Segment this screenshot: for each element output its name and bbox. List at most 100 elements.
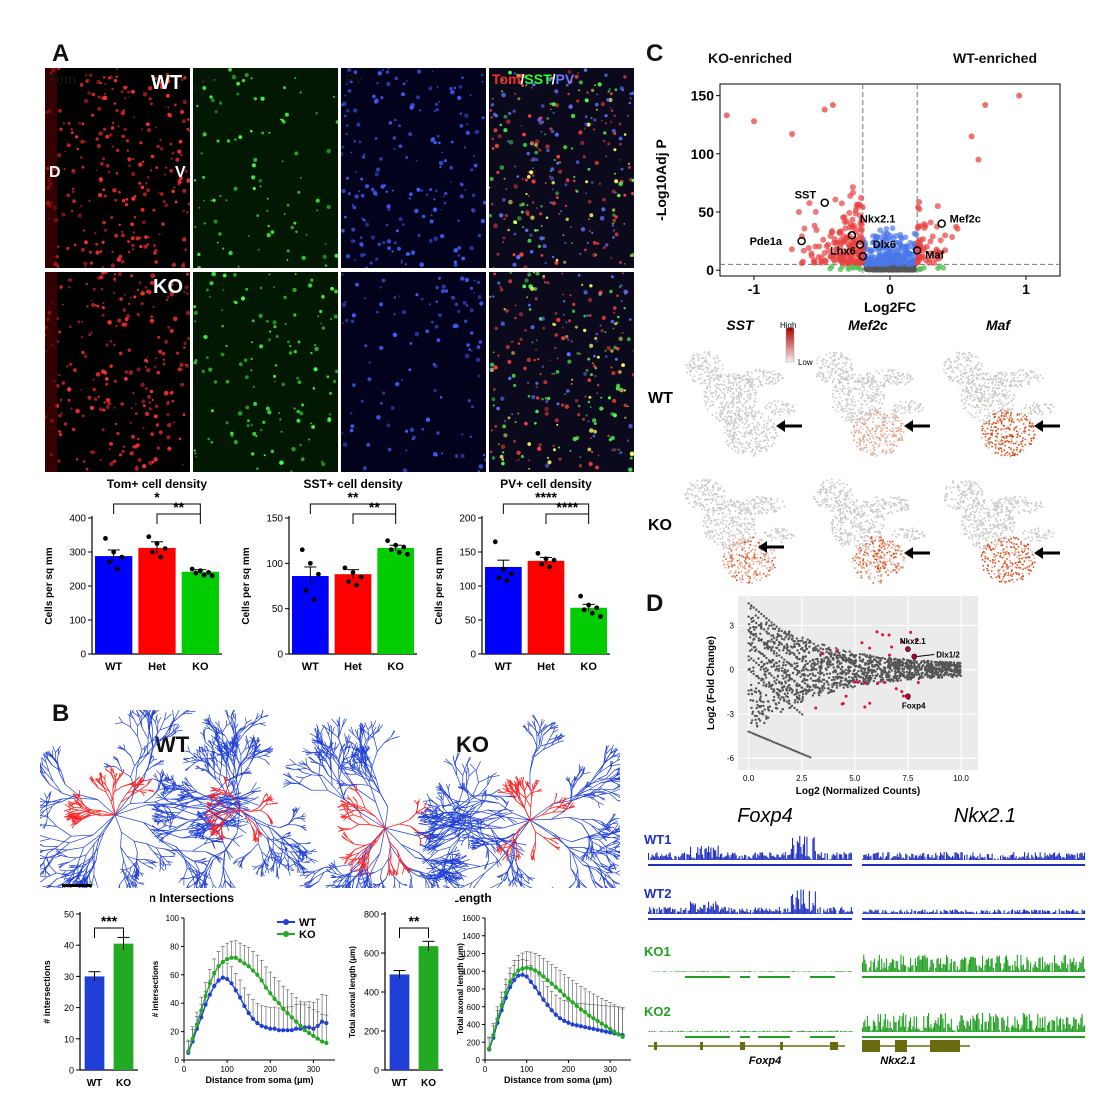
series-point [520, 972, 525, 977]
header-ko-enriched: KO-enriched [708, 50, 793, 66]
legend-marker [283, 919, 289, 925]
micro-ko-pv-image [341, 272, 486, 472]
series-point [620, 1034, 625, 1040]
y-tick-label: 200 [459, 514, 476, 525]
y-tick-label: 20 [170, 1028, 179, 1037]
legend-label: KO [299, 929, 316, 941]
data-point [509, 571, 514, 577]
series-point [190, 1036, 195, 1041]
data-point [539, 561, 544, 567]
label-wt: WT [151, 72, 183, 94]
exon [700, 1042, 703, 1050]
significance-label: ** [173, 499, 184, 515]
series-point [566, 996, 571, 1001]
series-point [553, 985, 559, 990]
micro-ko-sst-image [193, 272, 338, 472]
y-tick-label: 50 [64, 910, 74, 920]
data-point [354, 582, 360, 588]
panel-label-b: B [52, 700, 70, 727]
series-point [203, 1002, 208, 1007]
data-point [581, 607, 587, 613]
significance-label: * [154, 489, 160, 505]
series-point [595, 1027, 600, 1032]
neuron-group [40, 710, 620, 888]
x-tick-label: 200 [562, 1065, 576, 1074]
chart-sholl-intersections: Axon Intersections 0 20 40 60 80 100 0 100 200 300… [150, 891, 335, 1085]
umap-arrowhead [758, 541, 767, 553]
series-point [186, 1049, 191, 1054]
x-axis-label: Log2 (Normalized Counts) [796, 786, 920, 797]
scale-high-label: High [780, 321, 796, 330]
series-point [562, 1018, 567, 1024]
data-point [492, 539, 498, 545]
series-point [229, 955, 234, 960]
series-point [553, 1012, 559, 1017]
label-sst: SST [197, 71, 225, 87]
series-point [229, 981, 234, 986]
series-point [220, 959, 225, 965]
gene-marker [847, 231, 857, 240]
data-point [299, 547, 305, 553]
umap-arrowhead [776, 420, 785, 432]
volcano-plot: 0 50 100 150 -1 0 1 Log2FC -Log10Adj P SST Nkx2.1 D… [653, 83, 1061, 315]
track-label: KO2 [644, 1004, 671, 1019]
umap-row-label: KO [648, 517, 672, 534]
series-point [233, 988, 238, 993]
ma-points [747, 602, 963, 759]
series-point [225, 957, 230, 962]
y-tick-label: 200 [69, 582, 86, 593]
series-point [583, 1025, 588, 1030]
significance-label: **** [556, 499, 578, 515]
x-axis-label: Log2FC [864, 299, 916, 315]
series-point [562, 993, 567, 998]
bar [484, 566, 522, 654]
y-tick-label: 400 [364, 988, 379, 998]
significance-label: ** [369, 499, 380, 515]
series-point [587, 1013, 592, 1018]
data-point [346, 579, 351, 584]
micro-wt-sst-image [193, 68, 338, 268]
exon [740, 1042, 745, 1050]
data-point [586, 602, 592, 608]
series-point [608, 1026, 613, 1032]
series-point [315, 1036, 320, 1041]
series-point [307, 1030, 312, 1036]
series-point [298, 1023, 303, 1029]
label-merge-tom: Tom [492, 71, 521, 87]
series-point [507, 979, 513, 984]
series-point [289, 1028, 294, 1033]
series-point [259, 978, 264, 983]
x-tick-label: 100 [220, 1065, 234, 1074]
micro-wt-merge: Tom/SST/PV [489, 68, 634, 268]
y-tick-label: 0 [706, 262, 714, 278]
locus-title-foxp4: Foxp4 [737, 805, 793, 827]
color-scale [785, 327, 795, 363]
data-point [209, 573, 215, 579]
x-tick-label: WT [105, 661, 122, 673]
significance-label: **** [535, 489, 557, 505]
data-point [106, 559, 112, 565]
y-tick-label: 400 [69, 514, 86, 525]
y-tick-label: 100 [166, 914, 180, 923]
data-point [193, 570, 199, 576]
x-tick-label: 100 [520, 1065, 534, 1074]
significance-bracket [352, 513, 397, 524]
umap-gene-label: Mef2c [848, 317, 888, 333]
series-point [276, 1001, 282, 1006]
y-tick-label: 60 [170, 971, 179, 980]
gene-label: Foxp4 [902, 701, 926, 710]
y-tick-label: 40 [64, 941, 74, 951]
umap-mef2c-wt [815, 351, 924, 457]
exon [830, 1042, 838, 1050]
track-label: WT2 [644, 886, 671, 901]
series-point [250, 968, 256, 973]
outlier-point [975, 156, 982, 163]
series-point [532, 985, 538, 990]
significance-bracket [156, 513, 201, 524]
x-tick-label: 1 [1022, 281, 1030, 297]
series-point [246, 1011, 251, 1016]
y-tick-label: 30 [64, 972, 74, 982]
series-point [207, 981, 212, 986]
series-point [537, 991, 542, 996]
micro-ko-merge-image [489, 272, 634, 472]
